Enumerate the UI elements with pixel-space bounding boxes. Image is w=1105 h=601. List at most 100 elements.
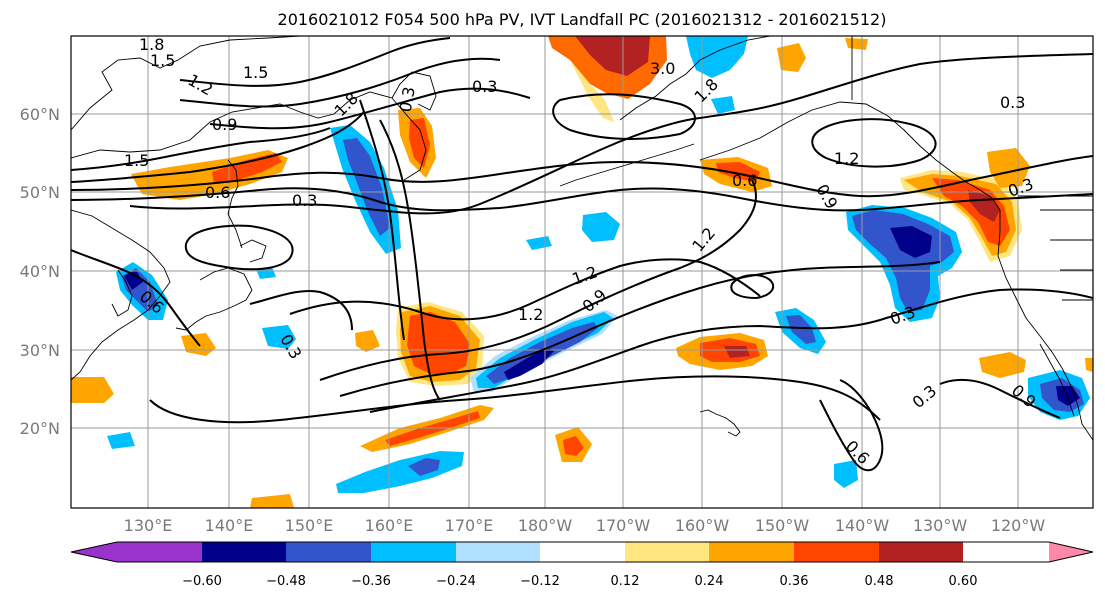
colorbar-tick-label: 0.36: [780, 574, 809, 589]
colorbar-extend-max: [1049, 542, 1093, 562]
contour-label: 1.8: [139, 35, 164, 54]
contour-closed-1: [184, 224, 294, 271]
colorbar-swatch: [286, 542, 371, 562]
contour-label: 1.2: [518, 305, 543, 324]
coast-mainland-asia: [71, 209, 171, 381]
contour-label: 1.5: [150, 51, 175, 70]
shade-orange-small-3: [71, 377, 114, 403]
colorbar-swatch: [202, 542, 286, 562]
coast-aleutians: [559, 143, 695, 187]
colorbar-swatch: [625, 542, 709, 562]
contour-kuril: [379, 119, 441, 401]
lon-label: 170°W: [596, 516, 651, 535]
colorbar-swatches: [71, 542, 1093, 562]
colorbar: −0.60 −0.48 −0.36 −0.24 −0.12 0.12 0.24 …: [70, 541, 1094, 589]
lon-label: 150°W: [755, 516, 810, 535]
coast-west-us: [997, 210, 1093, 441]
longitude-labels: 130°E 140°E 150°E 160°E 170°E 180°W 170°…: [124, 516, 1046, 535]
colorbar-swatch: [709, 542, 794, 562]
contour-label: 0.3: [396, 85, 419, 113]
lon-label: 120°W: [991, 516, 1046, 535]
contour-0-9-a: [71, 187, 1093, 212]
contour-1-2-top: [179, 57, 501, 108]
contour-label: 1.5: [243, 63, 268, 82]
colorbar-tick-label: 0.60: [949, 574, 978, 589]
lat-label: 60°N: [20, 105, 60, 124]
contour-0-3-main: [129, 53, 1093, 215]
shade-navy-korea: [124, 270, 143, 290]
lat-label: 50°N: [20, 183, 60, 202]
map-frame: [70, 35, 1094, 509]
contour-1-8-north: [71, 111, 365, 183]
coast-alaska-south: [699, 101, 1001, 211]
coast-okhotsk: [71, 91, 427, 181]
figure-title: 2016021012 F054 500 hPa PV, IVT Landfall…: [278, 10, 887, 29]
lon-label: 160°W: [675, 516, 730, 535]
contour-label: 0.3: [472, 77, 497, 96]
coast-korea: [111, 269, 133, 317]
lon-label: 160°E: [365, 516, 414, 535]
shade-mid-blue-south: [408, 458, 440, 476]
coast-japan-honshu: [175, 267, 253, 331]
shade-orange-small-2: [355, 330, 380, 352]
contour-1-2-b: [319, 179, 757, 381]
contour-0-6-a: [71, 155, 1093, 198]
coast-japan-hokkaido: [239, 239, 267, 263]
lat-label: 20°N: [20, 419, 60, 438]
shade-orange-nw-3: [979, 352, 1026, 378]
shade-yellow-north-1: [570, 60, 614, 122]
colorbar-swatch: [371, 542, 456, 562]
lon-label: 180°W: [518, 516, 573, 535]
contour-label: 3.0: [650, 59, 675, 78]
colorbar-labels: −0.60 −0.48 −0.36 −0.24 −0.12 0.12 0.24 …: [182, 574, 977, 589]
shade-red-ep-3: [716, 162, 760, 182]
contour-west-2: [249, 289, 353, 331]
lon-label: 130°W: [913, 516, 968, 535]
contour-west: [71, 249, 201, 347]
shade-navy-baja: [1056, 386, 1080, 406]
contour-1-2-a: [289, 258, 761, 321]
contour-0-6-b: [369, 288, 1093, 413]
shade-orange-small-5: [250, 494, 294, 508]
shade-mid-blue-ep-2: [786, 315, 816, 344]
shade-darkred-ep-1: [724, 346, 750, 358]
shade-blue-small-3: [256, 267, 276, 279]
contour-closed-2: [552, 93, 696, 140]
contour-label: 0.6: [732, 171, 757, 190]
shade-blue-ep-small: [834, 460, 858, 488]
shade-orange-nw-4: [1085, 358, 1093, 372]
shade-darkred-north-1: [575, 36, 650, 76]
latitude-labels: 60°N 50°N 40°N 30°N 20°N: [20, 105, 60, 438]
shade-orange-north-2: [777, 43, 806, 72]
contour-label: 0.6: [205, 183, 230, 202]
shade-blue-small-5: [107, 432, 135, 449]
shade-navy-goa: [890, 226, 932, 258]
coast-kamchatka: [391, 71, 437, 111]
colorbar-swatch: [117, 542, 202, 562]
contour-0-9-top: [209, 87, 531, 130]
shade-mid-blue-kuril: [343, 138, 390, 236]
shade-orange-nw-2: [987, 148, 1030, 188]
lon-label: 150°E: [285, 516, 334, 535]
colorbar-swatch: [794, 542, 879, 562]
shade-navy-streak: [504, 348, 555, 380]
contour-label: 1.5: [124, 151, 149, 170]
graticule: [71, 36, 1093, 508]
map-panel: [70, 35, 1094, 509]
ivt-contours: [71, 37, 1093, 472]
contour-0-3-south: [149, 375, 881, 424]
shade-blue-small-1: [582, 212, 620, 242]
shade-blue-north-2: [711, 96, 735, 114]
colorbar-swatch: [540, 542, 625, 562]
colorbar-tick-label: −0.48: [266, 574, 306, 589]
lon-label: 140°E: [205, 516, 254, 535]
colorbar-tick-label: −0.60: [182, 574, 222, 589]
colorbar-swatch: [879, 542, 963, 562]
shade-red-small-4: [563, 436, 584, 456]
colorbar-swatch: [456, 542, 540, 562]
contour-label: 0.9: [212, 115, 237, 134]
contour-label: 1.2: [834, 149, 859, 168]
coastlines: [71, 36, 1093, 441]
coast-hawaii: [699, 409, 741, 437]
